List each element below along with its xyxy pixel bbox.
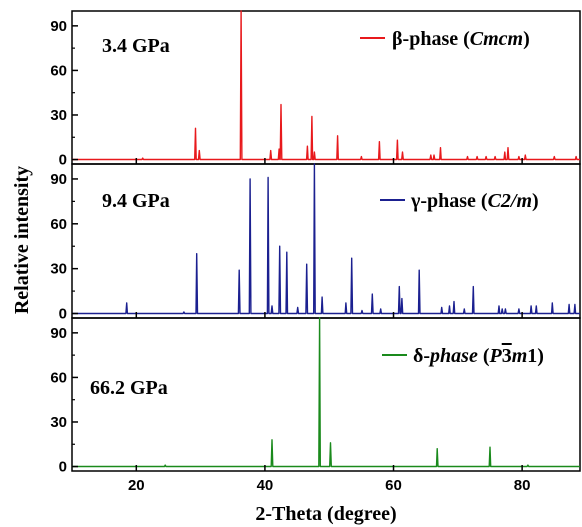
panel-middle-legend: γ-phase (C2/m) [380,190,539,212]
panel-bottom-legend: δ-phase (P3m1) [382,345,544,367]
y-tick-label: 60 [50,216,67,233]
y-tick-label: 30 [50,107,67,124]
panel-middle-legend-label: γ-phase (C2/m) [410,190,539,212]
panel-top-peaks [72,10,580,161]
panel-bottom-y-ticks: 0 30 60 90 [50,325,523,476]
panel-top-pressure-label: 3.4 GPa [102,35,170,57]
x-tick-label: 20 [128,477,145,494]
panel-top-y-ticks: 0 30 60 90 [50,18,523,169]
y-tick-label: 90 [50,325,67,342]
y-axis-title: Relative intensity [11,166,33,314]
panel-top-legend: β-phase (Cmcm) [360,28,530,50]
x-tick-label: 40 [257,477,274,494]
y-tick-label: 90 [50,18,67,35]
x-axis: 20 40 60 80 [128,477,531,494]
panel-top-legend-label: β-phase (Cmcm) [392,28,530,50]
panel-bottom-legend-label: δ-phase (P3m1) [413,345,544,367]
diffraction-trace [72,163,580,315]
y-tick-label: 30 [50,261,67,278]
y-tick-label: 0 [59,152,67,169]
y-tick-label: 60 [50,369,67,386]
x-tick-label: 60 [385,477,402,494]
panel-top: 0 30 60 90 3.4 GPa β-phase (Cmcm) [50,10,581,169]
y-tick-label: 60 [50,62,67,79]
x-axis-title: 2-Theta (degree) [255,503,396,525]
y-tick-label: 0 [59,306,67,323]
y-tick-label: 0 [59,459,67,476]
x-tick-label: 80 [514,477,531,494]
panel-middle: 0 30 60 90 9.4 GPa γ-phase (C2/m) [50,163,581,323]
panel-bottom: 0 30 60 90 66.2 GPa δ-phase (P3m1) [50,317,581,476]
y-tick-label: 90 [50,171,67,188]
panel-middle-pressure-label: 9.4 GPa [102,190,170,212]
y-tick-label: 30 [50,414,67,431]
panel-bottom-frame [71,317,581,472]
panel-bottom-pressure-label: 66.2 GPa [90,377,168,399]
diffraction-trace [72,10,580,161]
panel-bottom-peaks [72,317,580,468]
panel-middle-peaks [72,163,580,315]
diffraction-trace [72,317,580,468]
panel-middle-y-ticks: 0 30 60 90 [50,171,523,323]
panel-middle-frame [71,163,581,319]
